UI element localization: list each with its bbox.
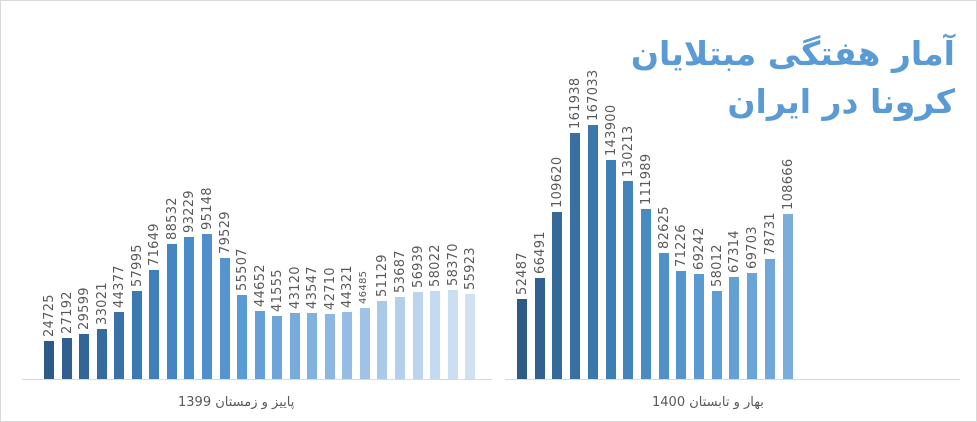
- bar: [623, 181, 633, 379]
- data-label: 69242: [692, 227, 707, 270]
- bar: [167, 244, 177, 379]
- bar: [413, 292, 423, 379]
- bar: [220, 258, 230, 379]
- bar: [747, 273, 757, 379]
- data-label: 161938: [568, 77, 583, 129]
- bar: [783, 214, 793, 379]
- bar: [765, 259, 775, 379]
- bar: [44, 341, 54, 379]
- bar: [325, 314, 335, 379]
- bar: [184, 237, 194, 379]
- bar: [307, 313, 317, 379]
- bar: [360, 308, 370, 379]
- bar: [290, 313, 300, 379]
- data-label: 79529: [218, 211, 233, 254]
- data-label: 52487: [515, 252, 530, 295]
- data-label: 167033: [586, 69, 601, 121]
- bar: [517, 299, 527, 379]
- data-label: 44652: [253, 264, 268, 307]
- bar: [552, 212, 562, 379]
- data-label: 43547: [305, 266, 320, 309]
- bar: [377, 301, 387, 379]
- data-label: 130213: [621, 125, 636, 177]
- chart-title: آمار هفتگی مبتلایان کرونا در ایران: [631, 30, 955, 126]
- data-label: 57995: [130, 244, 145, 287]
- data-label: 78731: [763, 212, 778, 255]
- bar: [79, 334, 89, 379]
- data-label: 71649: [147, 223, 162, 266]
- data-label: 51129: [375, 254, 390, 297]
- bar: [202, 234, 212, 379]
- data-label: 82625: [657, 206, 672, 249]
- bar: [255, 311, 265, 379]
- data-label: 24725: [42, 294, 57, 337]
- data-label: 67314: [727, 230, 742, 273]
- data-label: 111989: [639, 153, 654, 205]
- bar: [588, 125, 598, 379]
- bar: [272, 316, 282, 379]
- bar: [430, 291, 440, 379]
- data-label: 42710: [323, 267, 338, 310]
- data-label: 27192: [60, 291, 75, 334]
- bar: [712, 291, 722, 379]
- chart-title-line-1: آمار هفتگی مبتلایان: [630, 34, 955, 73]
- data-label: 143900: [604, 104, 619, 156]
- data-label: 69703: [745, 226, 760, 269]
- data-label: 44321: [340, 265, 355, 308]
- data-label: 44377: [112, 265, 127, 308]
- data-label: 58022: [428, 244, 443, 287]
- data-label: 71226: [674, 224, 689, 267]
- bar: [641, 209, 651, 379]
- bar: [114, 312, 124, 379]
- data-label: 109620: [550, 156, 565, 208]
- data-label: 46485: [358, 270, 369, 304]
- bar: [606, 160, 616, 379]
- data-label: 53687: [393, 250, 408, 293]
- bar: [132, 291, 142, 379]
- bar: [342, 312, 352, 379]
- bar: [237, 295, 247, 379]
- bar: [694, 274, 704, 379]
- data-label: 41555: [270, 269, 285, 312]
- data-label: 29599: [77, 287, 92, 330]
- x-axis-line-group-1: [22, 379, 492, 380]
- data-label: 88532: [165, 197, 180, 240]
- bar: [729, 277, 739, 379]
- group-label-1400: بهار و تابستان 1400: [652, 395, 764, 410]
- bar: [149, 270, 159, 379]
- data-label: 43120: [288, 266, 303, 309]
- bar: [659, 253, 669, 379]
- data-label: 95148: [200, 187, 215, 230]
- bar: [395, 297, 405, 379]
- data-label: 56939: [411, 245, 426, 288]
- bar: [465, 294, 475, 379]
- bar: [97, 329, 107, 379]
- data-label: 55923: [463, 247, 478, 290]
- data-label: 66491: [533, 231, 548, 274]
- bar: [448, 290, 458, 379]
- data-label: 55507: [235, 248, 250, 291]
- bar: [676, 271, 686, 379]
- bar: [535, 278, 545, 379]
- bar: [570, 133, 580, 379]
- data-label: 33021: [95, 282, 110, 325]
- bar: [62, 338, 72, 379]
- x-axis-line-group-2: [505, 379, 960, 380]
- data-label: 108666: [781, 158, 796, 210]
- data-label: 58370: [446, 243, 461, 286]
- data-label: 93229: [182, 190, 197, 233]
- group-label-1399: پاییز و زمستان 1399: [178, 395, 295, 410]
- chart-title-line-2: کرونا در ایران: [727, 82, 955, 121]
- data-label: 58012: [710, 244, 725, 287]
